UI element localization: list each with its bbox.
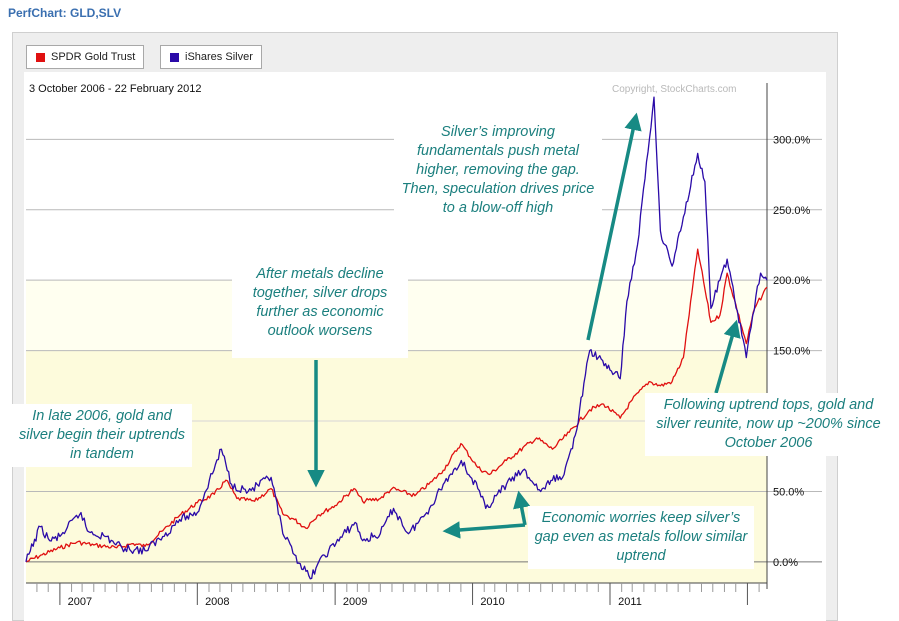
annotation-worries: Economic worries keep silver’s gap even … xyxy=(528,506,754,569)
legend-item-gold[interactable]: SPDR Gold Trust xyxy=(26,45,145,69)
chart-date-range: 3 October 2006 - 22 February 2012 xyxy=(29,83,202,95)
series-line-silver xyxy=(25,96,768,580)
annotation-decline: After metals decline together, silver dr… xyxy=(232,262,408,358)
page-title: PerfChart: GLD,SLV xyxy=(8,6,122,20)
legend-label-gold: SPDR Gold Trust xyxy=(51,51,136,63)
legend-swatch-gold xyxy=(36,53,45,62)
arrow-to-gap-up xyxy=(513,490,531,526)
y-tick-label: 250.0% xyxy=(773,205,811,217)
arrow-to-reunite xyxy=(714,319,741,394)
y-tick-label: 200.0% xyxy=(773,275,811,287)
x-tick-label: 2008 xyxy=(205,596,229,608)
y-tick-label: 300.0% xyxy=(773,134,811,146)
x-tick-label: 2009 xyxy=(343,596,367,608)
legend-label-silver: iShares Silver xyxy=(185,51,253,63)
x-tick-label: 2007 xyxy=(68,596,92,608)
y-tick-label: 150.0% xyxy=(773,346,811,358)
y-tick-label: 0.0% xyxy=(773,557,798,569)
y-tick-label: 50.0% xyxy=(773,486,804,498)
legend-swatch-silver xyxy=(170,53,179,62)
x-tick-label: 2010 xyxy=(480,596,504,608)
annotation-reunite: Following uptrend tops, gold and silver … xyxy=(645,393,892,456)
annotation-late-2006: In late 2006, gold and silver begin thei… xyxy=(12,404,192,467)
legend-item-silver[interactable]: iShares Silver xyxy=(160,45,262,69)
arrow-to-gap-left xyxy=(442,521,526,539)
x-tick-label: 2011 xyxy=(618,596,642,608)
arrow-to-blowoff xyxy=(586,112,642,341)
annotation-silver-fundamentals: Silver’s improving fundamentals push met… xyxy=(394,120,602,221)
chart-copyright: Copyright, StockCharts.com xyxy=(612,84,737,95)
